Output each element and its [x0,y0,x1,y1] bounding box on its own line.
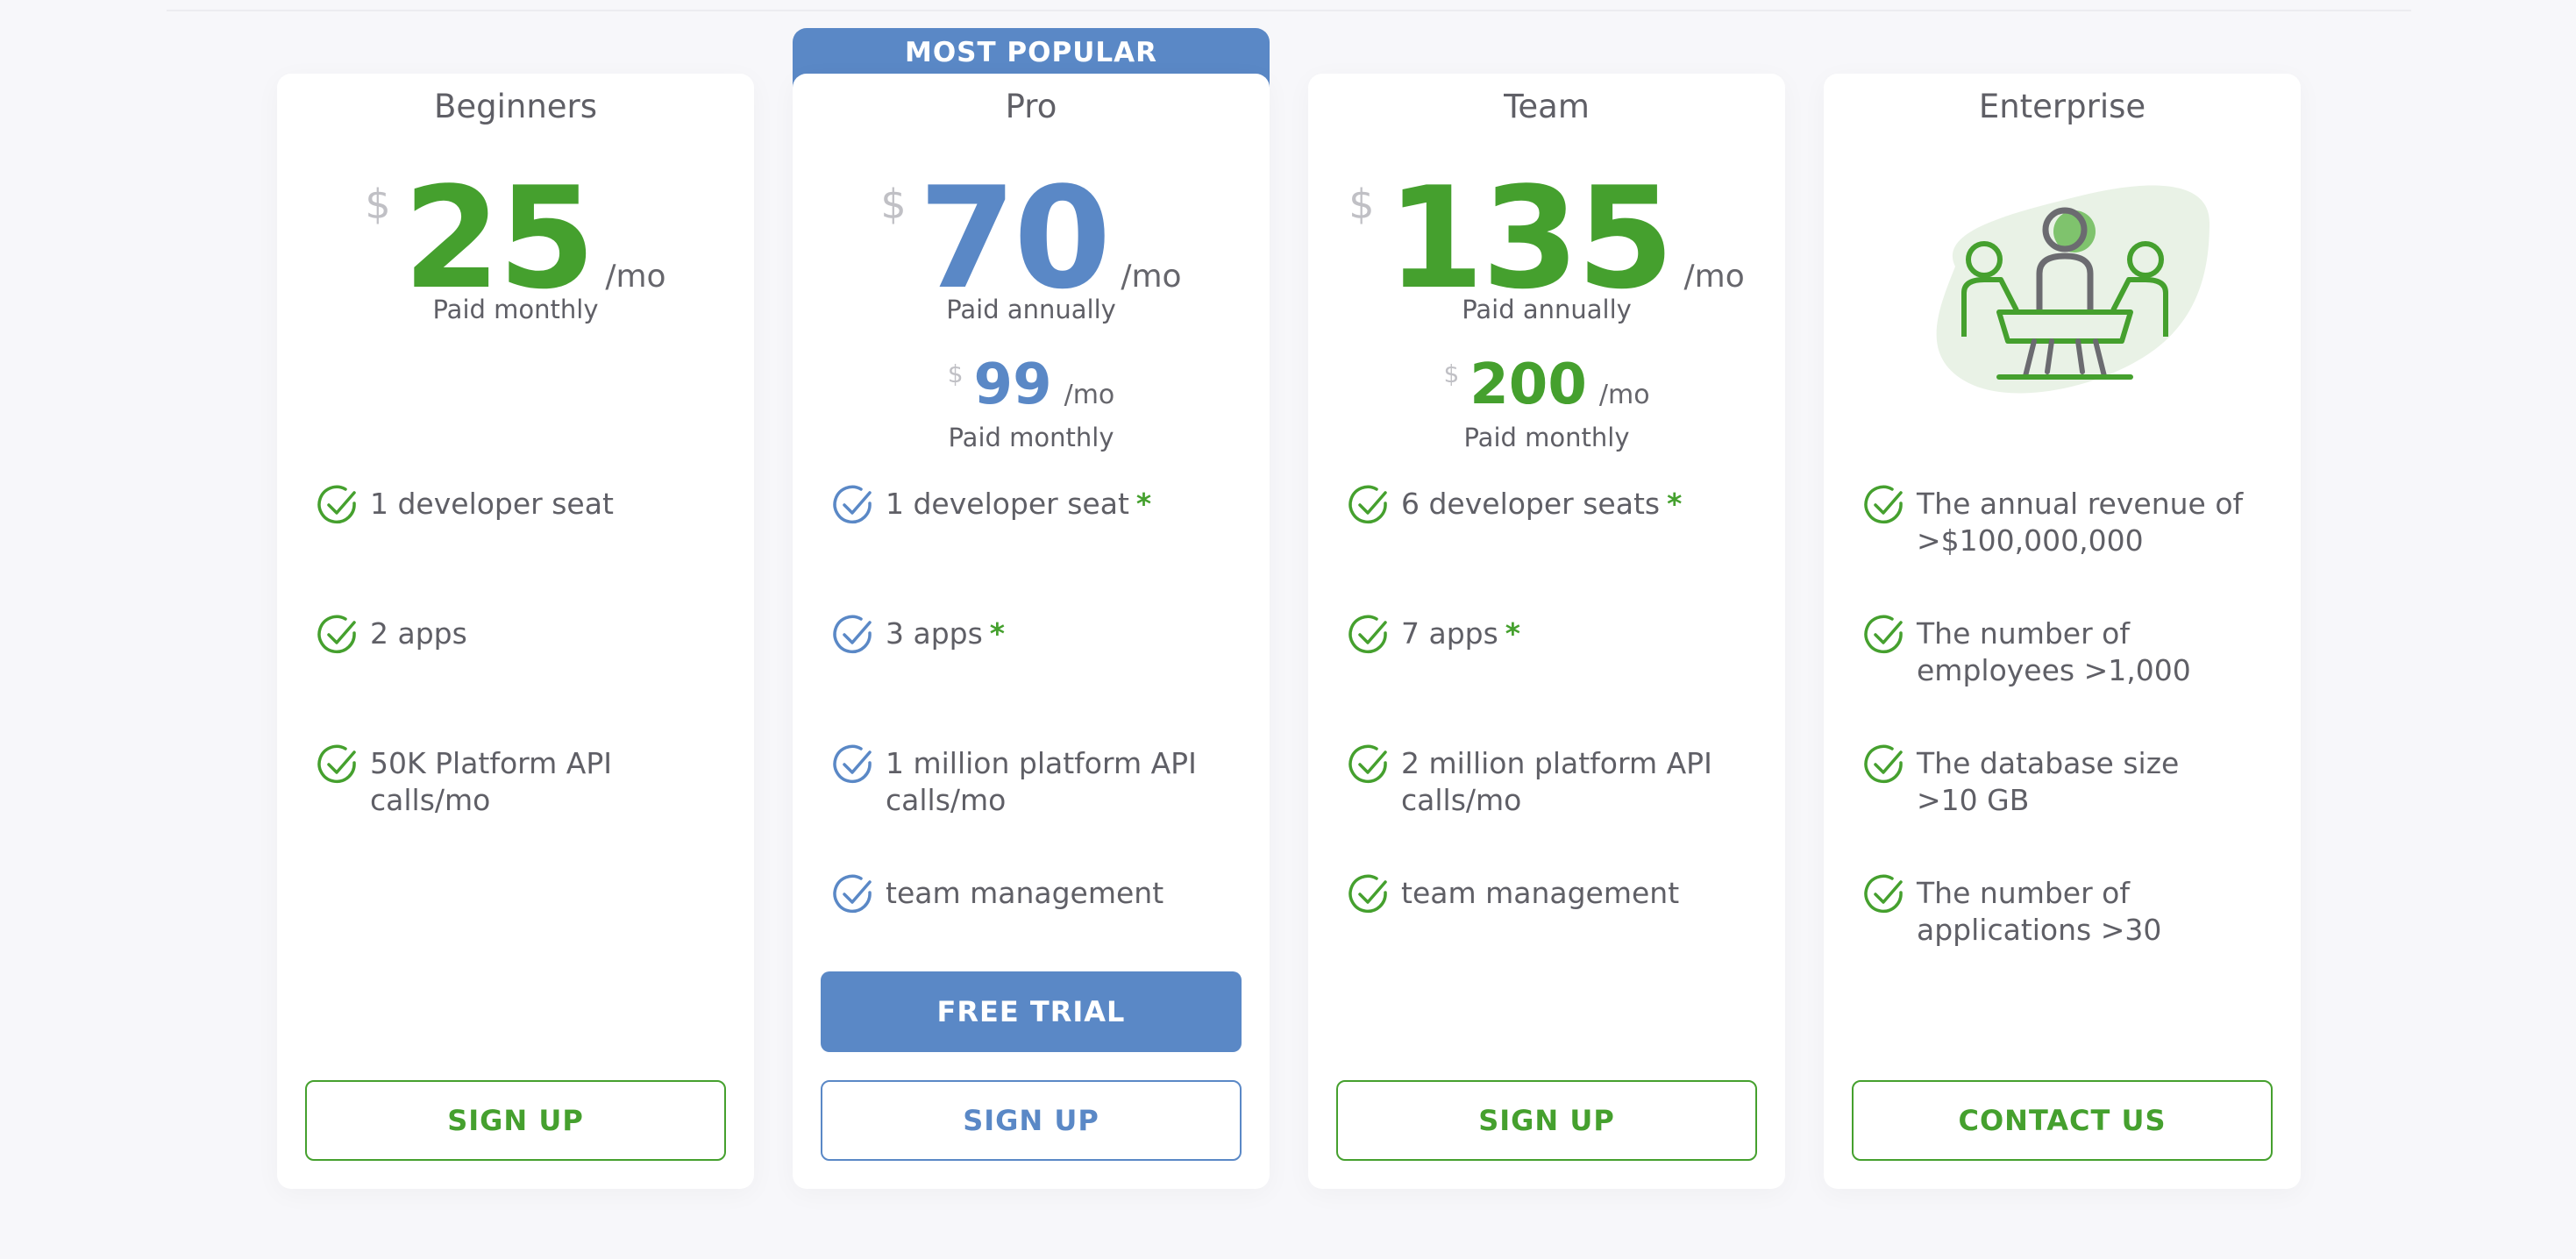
feature-item: 7 apps * [1347,615,1768,658]
plan-name: Pro [1005,88,1057,125]
feature-item: The number of employees >1,000 [1862,615,2283,689]
price: $135/mo [1308,168,1785,309]
price-per: /mo [605,259,666,295]
plan-card-beginners: Beginners $25/mo Paid monthly 1 develope… [277,74,754,1189]
feature-item: 1 developer seat * [831,485,1252,528]
feature-text: 1 million platform API calls/mo [886,746,1197,817]
price: $25/mo [277,168,754,309]
free-trial-button[interactable]: FREE TRIAL [821,971,1242,1052]
feature-text: The annual revenue of >$100,000,000 [1917,487,2244,558]
feature-item: team management [1347,874,1768,917]
feature-text: team management [1401,876,1680,910]
feature-text: 3 apps [886,616,983,651]
check-circle-icon [317,744,356,784]
feature-text: The number of applications >30 [1917,876,2162,947]
check-circle-icon [1348,615,1387,654]
plan-card-pro: Pro $70/mo Paid annually $99/mo Paid mon… [793,74,1270,1189]
billing-period: Paid monthly [432,295,599,324]
check-circle-icon [1348,485,1387,524]
currency-symbol: $ [880,181,907,228]
alt-billing-period: Paid monthly [1463,423,1630,452]
feature-item: 1 million platform API calls/mo [831,744,1252,819]
feature-item: The number of applications >30 [1862,874,2283,949]
price-per: /mo [1064,380,1115,410]
asterisk: * [1667,487,1683,521]
feature-text: 1 developer seat [370,487,614,521]
check-circle-icon [1864,744,1903,784]
feature-text: 2 million platform API calls/mo [1401,746,1712,817]
price-amount: 25 [402,156,596,320]
asterisk: * [1505,616,1521,651]
plan-card-enterprise: Enterprise The annual revenue of >$100,0… [1824,74,2301,1189]
currency-symbol: $ [947,359,964,388]
feature-text: The database size >10 GB [1917,746,2180,817]
alt-price: $99/mo [793,354,1270,416]
check-circle-icon [1864,874,1903,914]
check-circle-icon [833,615,872,654]
feature-item: 1 developer seat [316,485,737,528]
top-divider [167,10,2411,11]
price-amount: 70 [918,156,1112,320]
feature-item: The database size >10 GB [1862,744,2283,819]
check-circle-icon [1864,615,1903,654]
sign-up-button[interactable]: SIGN UP [821,1080,1242,1161]
asterisk: * [989,616,1006,651]
sign-up-button[interactable]: SIGN UP [1336,1080,1757,1161]
price-per: /mo [1683,259,1745,295]
feature-text: The number of employees >1,000 [1917,616,2191,687]
alt-billing-period: Paid monthly [948,423,1114,452]
check-circle-icon [1348,744,1387,784]
check-circle-icon [317,485,356,524]
check-circle-icon [833,485,872,524]
sign-up-button[interactable]: SIGN UP [305,1080,726,1161]
price-amount: 135 [1386,156,1675,320]
check-circle-icon [1864,485,1903,524]
feature-item: 2 million platform API calls/mo [1347,744,1768,819]
plan-name: Beginners [433,88,598,125]
feature-item: 3 apps * [831,615,1252,658]
feature-item: The annual revenue of >$100,000,000 [1862,485,2283,559]
alt-price: $200/mo [1308,354,1785,416]
currency-symbol: $ [1443,359,1460,388]
billing-period: Paid annually [1462,295,1632,324]
feature-text: team management [886,876,1164,910]
check-circle-icon [833,744,872,784]
asterisk: * [1135,487,1152,521]
feature-text: 6 developer seats [1401,487,1661,521]
check-circle-icon [1348,874,1387,914]
price: $70/mo [793,168,1270,309]
alt-price-amount: 200 [1469,352,1587,417]
currency-symbol: $ [1348,181,1375,228]
plan-name: Team [1504,88,1590,125]
feature-text: 1 developer seat [886,487,1129,521]
feature-item: 2 apps [316,615,737,658]
price-per: /mo [1598,380,1650,410]
plan-name: Enterprise [1978,88,2146,125]
meeting-people-icon [1936,185,2210,394]
feature-text: 2 apps [370,616,467,651]
feature-text: 50K Platform API calls/mo [370,746,612,817]
check-circle-icon [833,874,872,914]
contact-us-button[interactable]: CONTACT US [1852,1080,2273,1161]
alt-price-amount: 99 [973,352,1052,417]
feature-item: 50K Platform API calls/mo [316,744,737,819]
price-per: /mo [1121,259,1182,295]
feature-item: 6 developer seats * [1347,485,1768,528]
check-circle-icon [317,615,356,654]
feature-text: 7 apps [1401,616,1498,651]
feature-item: team management [831,874,1252,917]
plan-card-team: Team $135/mo Paid annually $200/mo Paid … [1308,74,1785,1189]
currency-symbol: $ [365,181,391,228]
billing-period: Paid annually [946,295,1116,324]
